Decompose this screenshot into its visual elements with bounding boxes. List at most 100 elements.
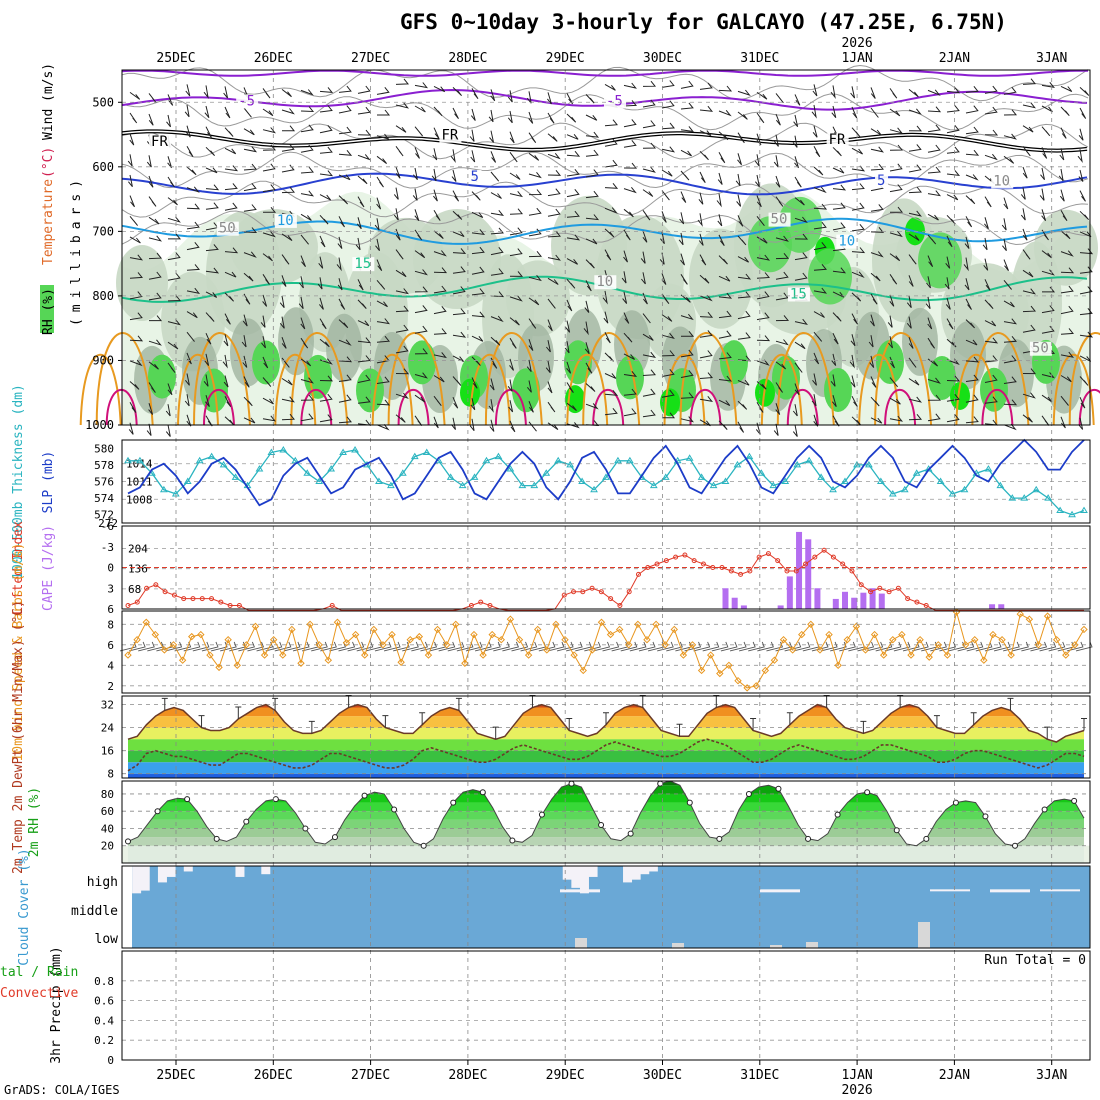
- contour-25C: [203, 388, 235, 426]
- thickness-marker: [948, 489, 957, 497]
- wind-barb: [927, 394, 942, 401]
- date-label-bottom: 3JAN: [1036, 1068, 1067, 1083]
- wind-barb: [813, 203, 828, 210]
- wind-barb: [945, 297, 951, 310]
- wind-marker: [142, 618, 150, 626]
- wind-barb: [661, 314, 673, 322]
- wind-marker: [497, 635, 506, 644]
- minmax-whisker: [933, 715, 940, 728]
- wind-barb: [794, 272, 808, 281]
- thickness-marker: [912, 469, 921, 476]
- wind-barb: [411, 641, 428, 652]
- wind-barb: [851, 202, 865, 211]
- thickness-marker: [470, 473, 479, 480]
- contour-20C: [274, 353, 317, 426]
- wind-barb: [471, 266, 485, 275]
- li-marker: [468, 603, 474, 609]
- wind-barb: [1060, 230, 1071, 240]
- wind-barb: [146, 155, 152, 168]
- wind-barb: [775, 361, 787, 370]
- wind-barb: [661, 211, 667, 223]
- wind-barb: [584, 300, 590, 313]
- wind-barb: [205, 184, 220, 191]
- contour-25C: [494, 388, 527, 426]
- wind-barb: [661, 122, 675, 130]
- rh-marker: [331, 834, 338, 841]
- ytick-label: 0.8: [94, 975, 114, 988]
- wind-barb: [192, 641, 210, 652]
- wind-marker: [752, 682, 760, 690]
- run-total: Run Total = 0: [984, 953, 1086, 968]
- wind-barb: [711, 641, 729, 652]
- wind-barb: [851, 183, 865, 191]
- thickness-marker: [542, 469, 551, 476]
- wind-barb: [148, 382, 156, 393]
- wind-barb: [1048, 641, 1066, 652]
- wind-ylabel: 10m Wind Speed & Barbs (m/s): [11, 542, 26, 761]
- minmax-whisker: [1044, 726, 1051, 740]
- wind-barb: [129, 359, 143, 367]
- rh-marker: [538, 811, 545, 818]
- wind-barb: [870, 146, 884, 153]
- wind-barb: [737, 89, 751, 96]
- wind-barb: [604, 207, 618, 214]
- wind-barb: [718, 420, 728, 430]
- date-label-top: 28DEC: [448, 51, 487, 66]
- wind-barb: [792, 404, 798, 417]
- wind-barb: [470, 108, 476, 121]
- wind-barb: [242, 314, 248, 327]
- wind-barb: [243, 163, 257, 171]
- wind-barb: [338, 105, 352, 114]
- wind-barb: [490, 89, 496, 102]
- wind-barb: [585, 131, 600, 138]
- wind-barb: [813, 186, 827, 194]
- wind-barb: [604, 119, 618, 127]
- cloud-high-bar: [930, 889, 970, 892]
- contour-20C: [679, 332, 738, 426]
- wind-barb: [623, 388, 637, 396]
- wind-barb: [737, 310, 751, 320]
- wind-barb: [1066, 641, 1084, 652]
- li-marker: [125, 603, 131, 609]
- wind-barb: [893, 641, 911, 652]
- rh-marker: [272, 796, 279, 803]
- wind-barb: [623, 119, 637, 128]
- wind-barb: [757, 641, 774, 652]
- wind-marker: [452, 620, 460, 629]
- wind-barb: [490, 357, 498, 369]
- li-marker: [227, 603, 233, 609]
- wind-barb: [888, 336, 893, 349]
- wind-barb: [383, 641, 401, 652]
- wind-barb: [547, 641, 565, 652]
- wind-barb: [447, 641, 465, 652]
- contour-label-bg: [439, 128, 462, 143]
- wind-barb: [775, 235, 789, 242]
- wind-barb: [1003, 318, 1018, 325]
- wind-barb: [680, 170, 690, 181]
- wind-barb: [718, 375, 733, 382]
- thickness-marker: [888, 489, 897, 497]
- ytick-label: 1008: [126, 493, 153, 506]
- wind-barb: [623, 82, 637, 89]
- thickness-marker: [578, 477, 586, 484]
- wind-barb: [1003, 423, 1017, 431]
- wind-barb: [1003, 155, 1015, 164]
- wind-barb: [242, 355, 248, 368]
- wind-barb: [775, 403, 781, 415]
- wind-barb: [566, 641, 583, 652]
- wind-barb: [490, 151, 497, 163]
- wind-barb: [794, 341, 806, 350]
- wind-barb: [357, 299, 367, 309]
- wind-barb: [604, 138, 618, 147]
- li-marker: [840, 561, 846, 567]
- wind-marker: [843, 635, 851, 644]
- legend-wind: Wind: [41, 109, 56, 140]
- wind-barb: [490, 209, 505, 217]
- wind-barb: [984, 320, 997, 327]
- wind-barb: [509, 131, 515, 144]
- wind-barb: [585, 403, 599, 410]
- li-marker: [682, 552, 688, 558]
- wind-marker: [297, 659, 305, 667]
- contour-20C: [955, 353, 998, 426]
- wind-barb: [1058, 168, 1064, 182]
